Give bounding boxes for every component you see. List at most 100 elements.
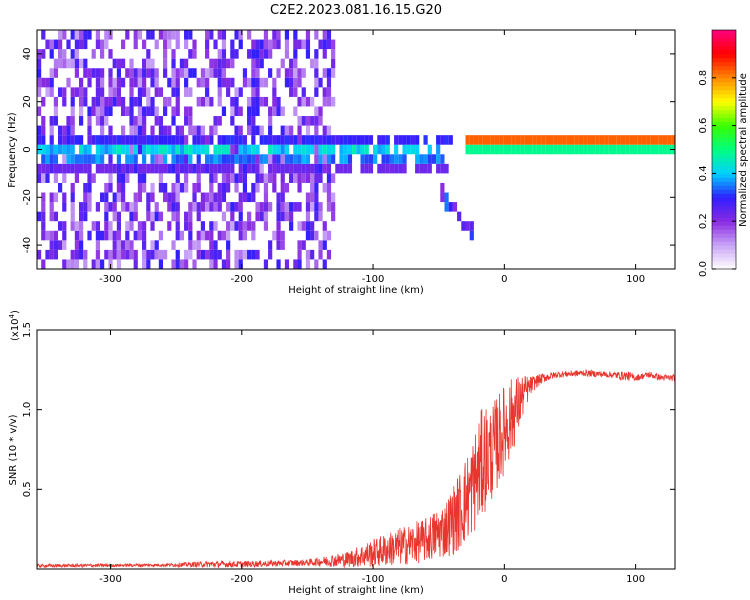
colorbar-tick-label: 0.8: [698, 70, 709, 86]
spectrogram-cell: [297, 182, 302, 193]
spectrogram-cell: [53, 240, 59, 250]
spectrogram-cell: [368, 135, 374, 145]
spectrogram-cell: [41, 154, 46, 164]
spectrogram-cell: [326, 173, 332, 183]
spectrogram-cell: [301, 144, 306, 155]
spectrogram-cell: [112, 230, 117, 241]
spectrogram-cell: [247, 163, 252, 174]
colorbar-tick-label: 0.4: [698, 165, 709, 181]
spectrogram-cell: [524, 144, 529, 155]
spectrogram-cell: [41, 202, 46, 212]
spectrogram-cell: [45, 249, 50, 260]
spectrogram-cell: [310, 192, 315, 203]
spectrogram-cell: [331, 96, 336, 107]
spectrogram-cell: [423, 154, 428, 164]
spectrogram-cell: [247, 144, 252, 155]
spectrogram-cell: [70, 116, 75, 126]
snr-scale-suffix: ): [10, 310, 21, 314]
spectrogram-cell: [213, 163, 218, 174]
spectrogram-cell: [545, 144, 550, 155]
spectrogram-cell: [217, 58, 222, 69]
spectrogram-cell: [301, 135, 306, 145]
spectrogram-cell: [125, 144, 130, 155]
spectrogram-cell: [293, 202, 298, 212]
spectrogram-cell: [53, 249, 59, 260]
spectrogram-cell: [356, 135, 361, 145]
spectrogram-cell: [238, 30, 243, 40]
spectrogram-cell: [121, 173, 126, 183]
spectrogram-cell: [238, 249, 243, 260]
spectrogram-cell: [314, 259, 319, 269]
spectrogram-cell: [100, 68, 105, 78]
spectrogram-cell: [129, 144, 134, 155]
spectrogram-cell: [167, 96, 172, 107]
spectrogram-cell: [167, 144, 172, 155]
colorbar-swatch: [712, 233, 736, 238]
colorbar-swatch: [712, 181, 736, 186]
spectrogram-cell: [276, 259, 281, 269]
spectrogram-cell: [37, 249, 42, 260]
spectrogram-cell: [394, 144, 399, 155]
spectrogram-cell: [108, 230, 113, 241]
spectrogram-cell: [213, 144, 218, 155]
spectrogram-cell: [62, 192, 67, 203]
spectrogram-cell: [74, 249, 80, 260]
spectrogram-cell: [234, 106, 239, 117]
spectrogram-cell: [318, 249, 323, 260]
spectrogram-cell: [427, 144, 432, 155]
spectrogram-cell: [217, 230, 222, 241]
spectrogram-cell: [112, 240, 117, 250]
spectrogram-cell: [175, 87, 180, 97]
colorbar-swatch: [712, 85, 736, 91]
spectrogram-cell: [352, 144, 357, 155]
spectrogram-cell: [557, 135, 563, 145]
spectrogram-cell: [95, 96, 101, 107]
spectrogram-cell: [226, 173, 231, 183]
spectrogram-cell: [87, 163, 92, 174]
colorbar-swatch: [712, 169, 736, 174]
spectrogram-cell: [179, 230, 185, 241]
spectrogram-cell: [360, 163, 365, 174]
spectrogram-cell: [280, 192, 285, 203]
spectrogram-cell: [217, 96, 222, 107]
spectrogram-cell: [238, 106, 243, 117]
spectrogram-cell: [289, 211, 294, 222]
spectrogram-cell: [137, 192, 143, 203]
spectrogram-cell: [226, 163, 231, 174]
spectrogram-cell: [53, 192, 59, 203]
spectrogram-cell: [230, 202, 235, 212]
spectrogram-cell: [322, 144, 327, 155]
spectrogram-cell: [574, 144, 579, 155]
colorbar-swatch: [712, 53, 736, 59]
spectrogram-cell: [184, 173, 189, 183]
spectrogram-cell: [184, 58, 189, 69]
spectrogram-cell: [620, 144, 626, 155]
spectrogram-cell: [364, 144, 369, 155]
spectrogram-cell: [234, 125, 239, 136]
spectrogram-cell: [335, 163, 340, 174]
spectrogram-cell: [209, 182, 214, 193]
spectrogram-cell: [209, 202, 214, 212]
spectrogram-cell: [179, 154, 185, 164]
spectrogram-cell: [234, 202, 239, 212]
spectrogram-cell: [45, 154, 50, 164]
spectrogram-cell: [259, 202, 264, 212]
spectrogram-cell: [284, 135, 290, 145]
spectrogram-cell: [150, 77, 155, 88]
spectrogram-cell: [465, 135, 470, 145]
spectrogram-cell: [284, 68, 290, 78]
spectrogram-cell: [79, 116, 84, 126]
spectrogram-cell: [280, 135, 285, 145]
spectrogram-cell: [142, 144, 147, 155]
spectrogram-cell: [83, 202, 88, 212]
x-tick-label: -200: [230, 274, 253, 285]
spectrogram-cell: [79, 144, 84, 155]
spectrogram-cell: [74, 39, 80, 50]
spectrogram-cell: [452, 202, 458, 212]
spectrogram-cell: [213, 154, 218, 164]
spectrogram-cell: [276, 192, 281, 203]
spectrogram-cell: [125, 221, 130, 231]
spectrogram-cell: [196, 163, 201, 174]
spectrogram-cell: [251, 163, 256, 174]
spectrogram-cell: [238, 259, 243, 269]
